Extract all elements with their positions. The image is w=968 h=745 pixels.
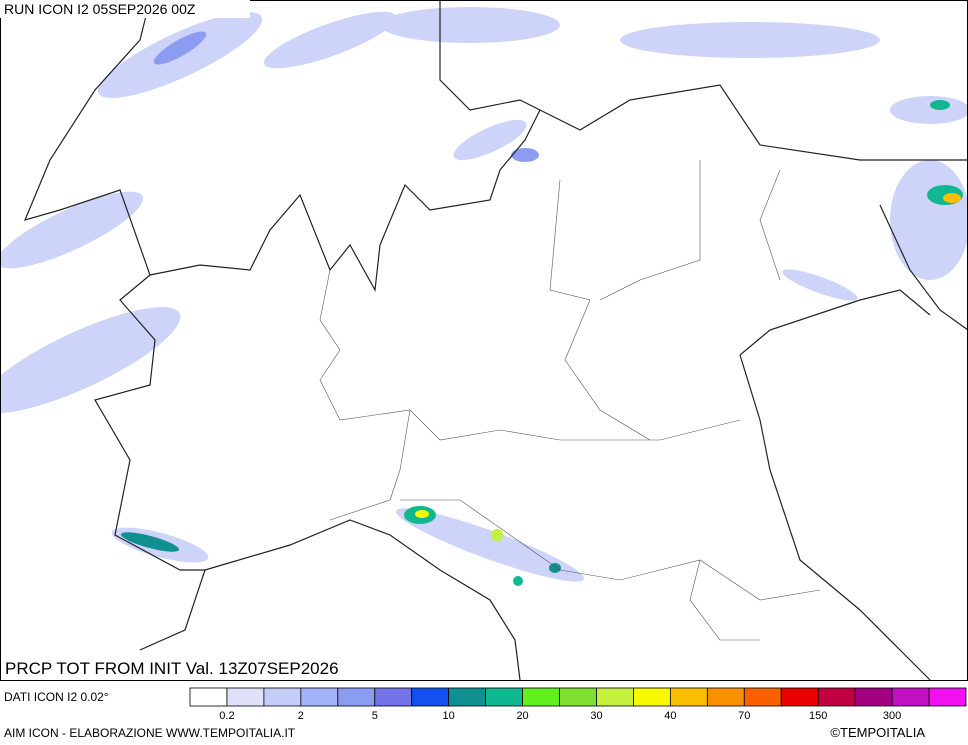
legend-swatch: [374, 687, 413, 707]
legend-label: 10: [443, 710, 455, 722]
legend-swatch: [189, 687, 228, 707]
legend-swatch: [411, 687, 450, 707]
legend-swatch: [633, 687, 671, 707]
legend-swatch: [559, 687, 597, 707]
legend-swatch: [596, 687, 634, 707]
legend-swatch: [928, 687, 967, 707]
legend-swatch: [448, 687, 487, 707]
legend-swatch: [522, 687, 560, 707]
map-caption: PRCP TOT FROM INIT Val. 13Z07SEP2026: [5, 659, 339, 678]
precipitation-cores: [120, 31, 963, 586]
legend-swatch: [743, 687, 782, 707]
legend-label: 2: [298, 710, 304, 722]
legend-swatch: [337, 687, 376, 707]
legend-swatch: [300, 687, 339, 707]
legend-swatch: [669, 687, 708, 707]
borders: [23, 0, 968, 681]
legend-label: 30: [590, 710, 602, 722]
legend-label: 40: [664, 710, 676, 722]
legend-swatch: [263, 687, 302, 707]
legend-label: 300: [883, 710, 901, 722]
legend: 0.2 2 5 10 20 30 40 70 150 300: [189, 687, 967, 722]
footer-left: AIM ICON - ELABORAZIONE WWW.TEMPOITALIA.…: [4, 726, 296, 740]
legend-swatch: [780, 687, 819, 707]
legend-swatch: [485, 687, 523, 707]
legend-swatch: [817, 687, 856, 707]
legend-label: 70: [738, 710, 750, 722]
legend-swatch: [854, 687, 893, 707]
legend-swatch: [226, 687, 265, 707]
legend-label: 5: [372, 710, 378, 722]
regional-borders: [319, 160, 821, 641]
legend-label: 150: [809, 710, 827, 722]
footer-right: ©TEMPOITALIA: [830, 725, 925, 740]
legend-label: 20: [516, 710, 528, 722]
run-title: RUN ICON I2 05SEP2026 00Z: [4, 1, 196, 17]
legend-label: 0.2: [219, 710, 234, 722]
header-background: [0, 0, 250, 18]
legend-swatch: [706, 687, 745, 707]
data-source: DATI ICON I2 0.02°: [4, 690, 109, 704]
legend-swatch: [891, 687, 930, 707]
